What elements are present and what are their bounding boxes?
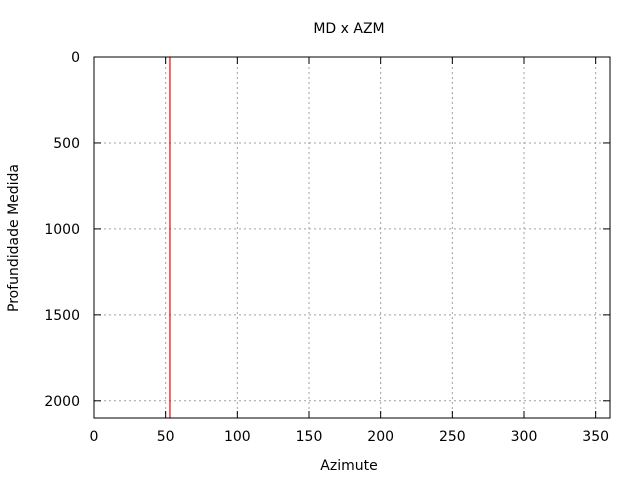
chart-title: MD x AZM (313, 21, 384, 37)
y-tick-label: 500 (53, 136, 80, 152)
x-tick-label: 250 (439, 429, 466, 445)
y-tick-label: 2000 (44, 394, 80, 410)
x-tick-label: 100 (224, 429, 251, 445)
axis-ticks (93, 56, 610, 418)
x-tick-label: 350 (582, 429, 609, 445)
y-tick-label: 1500 (44, 308, 80, 324)
x-tick-label: 0 (90, 429, 99, 445)
x-tick-label: 200 (367, 429, 394, 445)
y-tick-label: 0 (71, 50, 80, 66)
tick-labels: 0 50 100 150 200 250 300 350 0 500 1000 1500 2000 (44, 50, 609, 445)
grid-lines (94, 57, 610, 418)
y-axis-label: Profundidade Medida (6, 164, 22, 312)
x-tick-label: 150 (296, 429, 323, 445)
x-tick-label: 300 (511, 429, 538, 445)
plot-frame (93, 56, 611, 419)
x-axis-label: Azimute (320, 458, 377, 474)
x-tick-label: 50 (157, 429, 175, 445)
y-tick-label: 1000 (44, 222, 80, 238)
